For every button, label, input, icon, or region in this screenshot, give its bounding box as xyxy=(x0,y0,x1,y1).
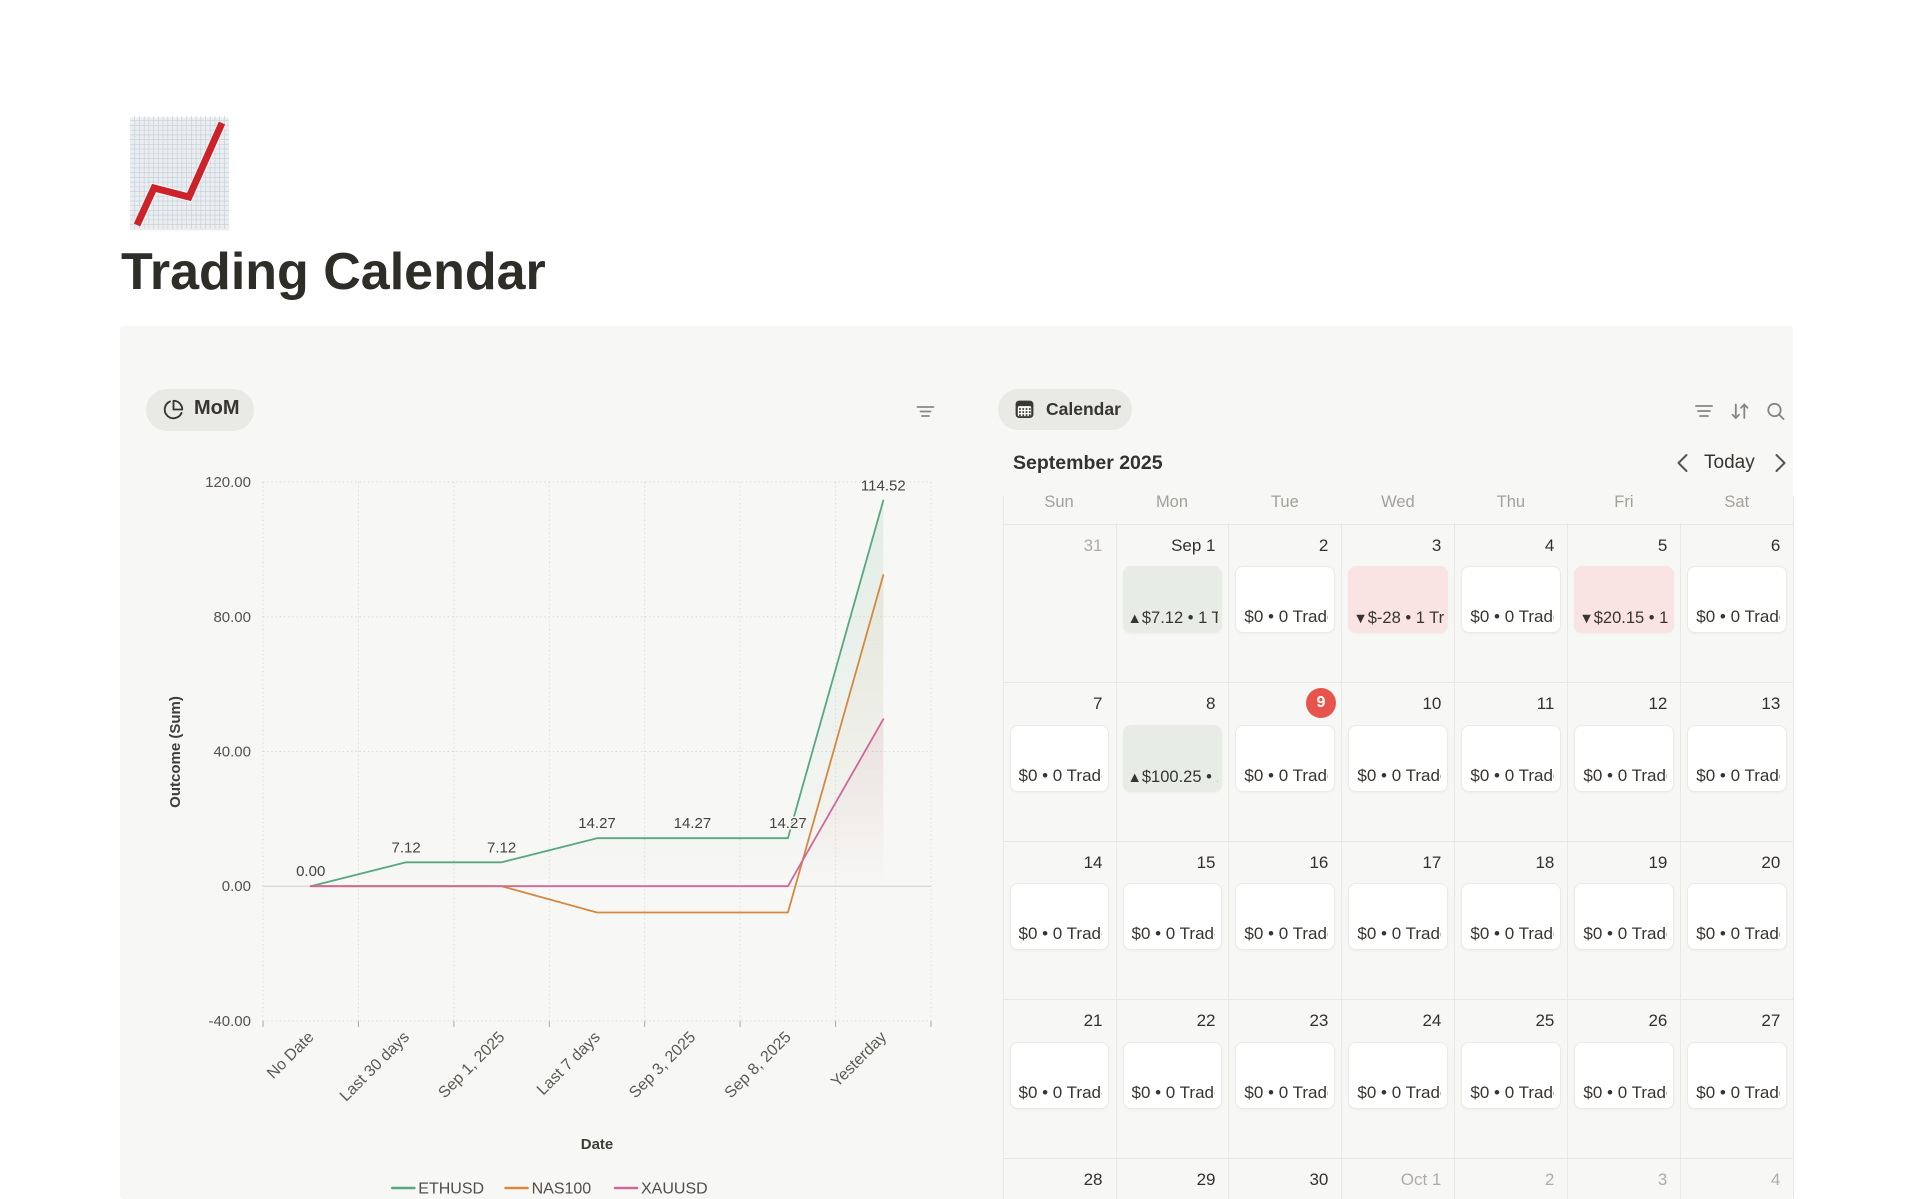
svg-text:Sep 1, 2025: Sep 1, 2025 xyxy=(435,1029,508,1102)
svg-text:ETHUSD: ETHUSD xyxy=(418,1181,484,1198)
svg-text:Outcome (Sum): Outcome (Sum) xyxy=(167,696,184,808)
svg-text:Last 7 days: Last 7 days xyxy=(534,1029,604,1099)
svg-text:NAS100: NAS100 xyxy=(532,1181,592,1198)
svg-text:80.00: 80.00 xyxy=(213,609,251,626)
svg-text:0.00: 0.00 xyxy=(222,878,251,895)
svg-text:14.27: 14.27 xyxy=(674,815,712,832)
svg-text:Date: Date xyxy=(581,1136,614,1153)
svg-text:40.00: 40.00 xyxy=(213,744,251,761)
svg-text:Sep 3, 2025: Sep 3, 2025 xyxy=(626,1029,699,1102)
svg-text:Yesterday: Yesterday xyxy=(828,1029,890,1091)
svg-text:0.00: 0.00 xyxy=(296,863,325,880)
svg-text:XAUUSD: XAUUSD xyxy=(641,1181,708,1198)
svg-text:Sep 8, 2025: Sep 8, 2025 xyxy=(722,1029,795,1102)
svg-text:120.00: 120.00 xyxy=(205,474,251,491)
svg-text:7.12: 7.12 xyxy=(487,839,516,856)
svg-text:No Date: No Date xyxy=(264,1029,318,1083)
svg-text:14.27: 14.27 xyxy=(769,815,807,832)
svg-text:7.12: 7.12 xyxy=(391,839,420,856)
svg-text:-40.00: -40.00 xyxy=(208,1013,251,1030)
svg-text:14.27: 14.27 xyxy=(578,815,616,832)
svg-text:114.52: 114.52 xyxy=(861,478,906,495)
svg-text:Last 30 days: Last 30 days xyxy=(337,1029,413,1105)
